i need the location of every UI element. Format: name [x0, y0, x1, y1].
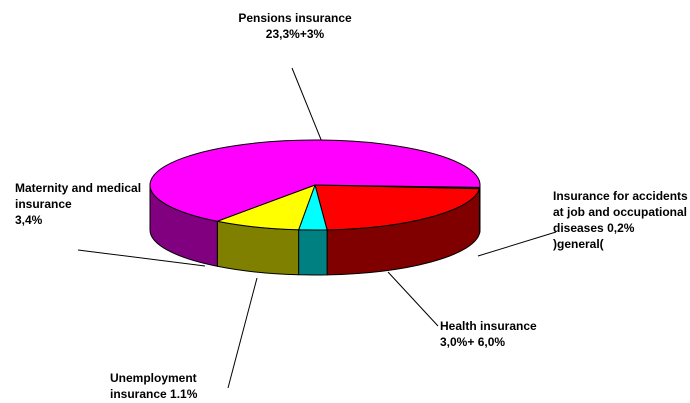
value-label: 3,4%: [15, 213, 43, 227]
leader-line: [387, 271, 439, 327]
value-label: 0,2%: [607, 221, 635, 235]
slice: [149, 139, 481, 222]
label-health: Health insurance 3,0%+ 6,0%: [440, 318, 580, 350]
pie-tops: [149, 139, 481, 231]
label-maternity: Maternity and medical insurance 3,4%: [15, 180, 155, 228]
value-label: 1.1%: [170, 387, 198, 401]
slice: [314, 184, 481, 231]
label-accidents: Insurance for accidents at job and occup…: [553, 188, 688, 252]
label-pensions: Pensions insurance 23,3%+3%: [235, 10, 355, 42]
leader-lines: [77, 67, 557, 389]
leader-line: [291, 67, 323, 143]
pie-sides: [149, 184, 481, 276]
leader-line: [477, 231, 557, 257]
pie: [149, 139, 481, 276]
category-label: Pensions insurance: [238, 11, 352, 25]
slice: [215, 184, 316, 231]
slice-side: [298, 229, 328, 276]
annotation: )general(: [553, 237, 604, 251]
leader-line: [77, 249, 206, 267]
value-label: 23,3%+3%: [265, 27, 325, 41]
category-label: Unemployment insurance: [110, 371, 197, 401]
category-label: Maternity and medical insurance: [15, 181, 142, 211]
value-label: 3,0%+ 6,0%: [440, 335, 506, 349]
category-label: Health insurance: [440, 319, 537, 333]
category-label: Insurance for accidents at job and occup…: [553, 189, 688, 235]
label-unemployment: Unemployment insurance 1.1%: [110, 370, 225, 402]
leader-line: [227, 277, 258, 389]
